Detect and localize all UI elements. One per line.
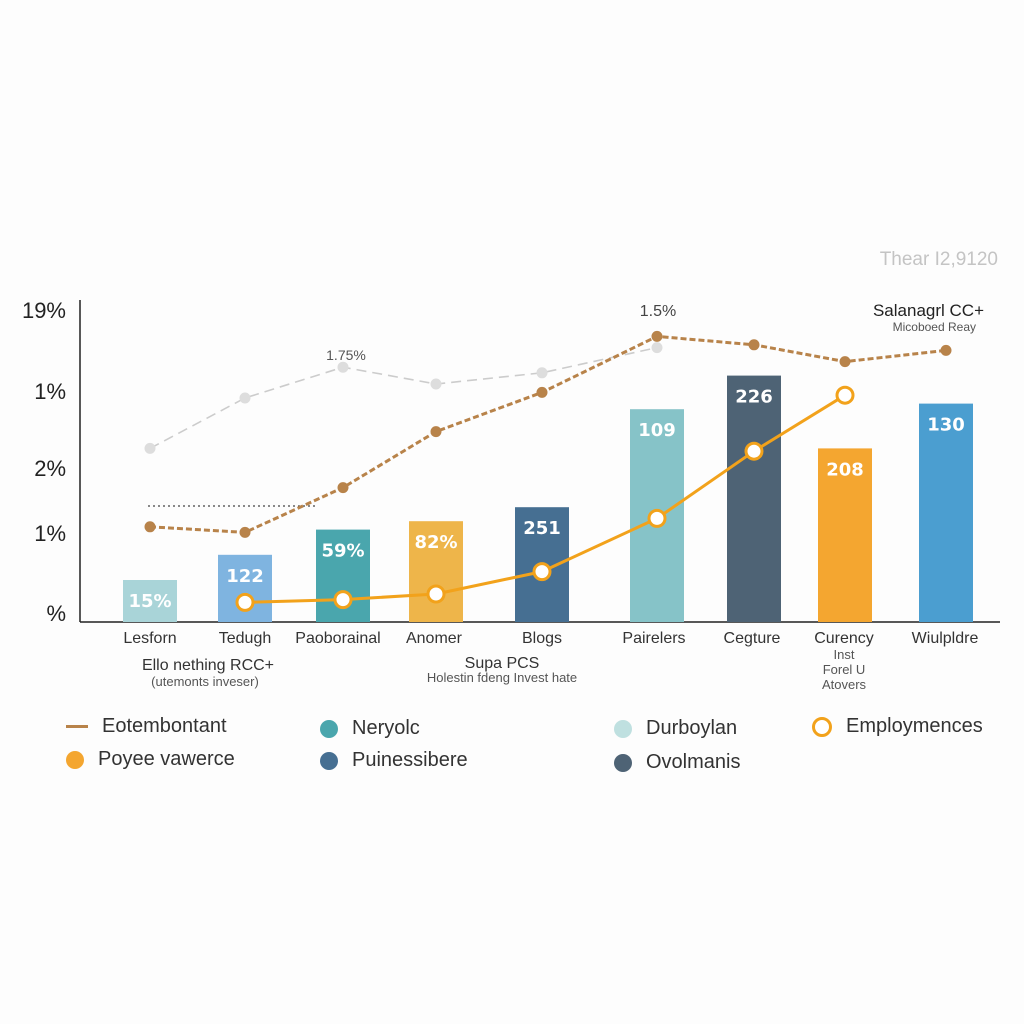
- category-label: Tedugh: [219, 630, 272, 647]
- legend-item: Employmences: [812, 715, 983, 738]
- category-label: Cegture: [724, 630, 781, 647]
- top-right-caption: Thear I2,9120: [880, 249, 998, 270]
- peak-annotation: 1.5%: [640, 303, 676, 320]
- legend-item: Durboylan: [614, 717, 737, 740]
- series-point: [144, 442, 156, 454]
- group2-subtitle: Holestin fdeng Invest hate: [427, 670, 577, 685]
- series-point: [337, 361, 349, 373]
- bar-value-label: 82%: [414, 532, 457, 553]
- bars-group: 15% 122 59% 82% 251 109 226 208 130: [123, 375, 973, 622]
- bar: [818, 448, 872, 622]
- bar: [409, 521, 463, 622]
- y-tick-label: 1%: [34, 521, 66, 546]
- category-label: Anomer: [406, 630, 463, 647]
- group1-subtitle: (utemonts inveser): [151, 674, 259, 689]
- series-point: [651, 342, 663, 354]
- lines-group: [144, 330, 952, 612]
- bar: [123, 580, 177, 622]
- y-tick-label: 2%: [34, 456, 66, 481]
- dot-swatch-icon: [614, 719, 632, 738]
- bar-value-label: 130: [927, 415, 965, 436]
- category-label: Curency: [814, 630, 874, 647]
- ring-swatch-icon: [812, 716, 832, 737]
- series-point: [337, 482, 349, 494]
- category-label: Blogs: [522, 630, 562, 647]
- series-point: [430, 426, 442, 438]
- series-point: [239, 392, 251, 404]
- category-label: Pairelers: [622, 630, 685, 647]
- group2-title: Supa PCS: [465, 655, 540, 672]
- series-point: [744, 441, 764, 461]
- legend-item: Eotembontant: [66, 715, 227, 738]
- bar-value-label: 59%: [321, 541, 364, 562]
- bar: [727, 375, 781, 622]
- series-point: [647, 508, 667, 528]
- series-point: [426, 584, 446, 604]
- category-label: Paoborainal: [295, 630, 380, 647]
- legend-label: Ovolmanis: [646, 751, 741, 773]
- dot-swatch-icon: [320, 719, 338, 738]
- series-point: [651, 330, 663, 342]
- dot-swatch-icon: [614, 753, 632, 772]
- legend-item: Puinessibere: [320, 749, 468, 772]
- legend-label: Puinessibere: [352, 749, 468, 771]
- series-point: [532, 562, 552, 582]
- series-point: [144, 521, 156, 533]
- bar: [919, 403, 973, 622]
- dot-swatch-icon: [320, 751, 338, 770]
- category-label: Wiulpldre: [912, 630, 979, 647]
- bar-value-label: 15%: [128, 591, 171, 612]
- legend-label: Poyee vawerce: [98, 748, 235, 770]
- bar-value-label: 226: [735, 387, 773, 408]
- category-label: Lesforn: [123, 630, 176, 647]
- y-tick-label: 1%: [34, 379, 66, 404]
- series-line: [149, 346, 658, 450]
- bar-value-label: 251: [523, 518, 561, 539]
- legend-item: Neryolc: [320, 717, 420, 740]
- dot-swatch-icon: [66, 750, 84, 769]
- series-point: [239, 526, 251, 538]
- group1-title: Ello nething RCC+: [142, 657, 274, 674]
- y-tick-label: %: [46, 601, 66, 626]
- bar-value-label: 122: [226, 566, 264, 587]
- legend-label: Eotembontant: [102, 715, 227, 737]
- currency-subtext: Inst: [834, 647, 855, 662]
- legend-item: Ovolmanis: [614, 751, 740, 774]
- y-tick-label: 19%: [22, 298, 66, 323]
- series-point: [536, 367, 548, 379]
- top-right-subtitle: Micoboed Reay: [893, 320, 976, 334]
- series-point: [835, 385, 855, 405]
- gray-line-annotation: 1.75%: [326, 347, 366, 363]
- series-point: [235, 592, 255, 612]
- series-point: [940, 344, 952, 356]
- series-point: [333, 590, 353, 610]
- bar-value-label: 109: [638, 420, 676, 441]
- currency-subtext: Forel U: [823, 662, 866, 677]
- currency-subtext: Atovers: [822, 677, 867, 692]
- legend-item: Poyee vawerce: [66, 748, 235, 771]
- chart: Thear I2,9120 Salanagrl CC+ Micoboed Rea…: [22, 249, 1000, 692]
- legend-label: Employmences: [846, 715, 983, 737]
- legend-label: Durboylan: [646, 717, 738, 739]
- top-right-title: Salanagrl CC+: [873, 301, 984, 320]
- legend: Eotembontant Poyee vawerce Neryolc Puine…: [0, 705, 1024, 795]
- legend-label: Neryolc: [352, 717, 420, 739]
- dashed-line-swatch-icon: [66, 725, 88, 728]
- bar-value-label: 208: [826, 459, 864, 480]
- series-point: [748, 339, 760, 351]
- series-point: [839, 356, 851, 368]
- series-point: [536, 386, 548, 398]
- series-point: [430, 378, 442, 390]
